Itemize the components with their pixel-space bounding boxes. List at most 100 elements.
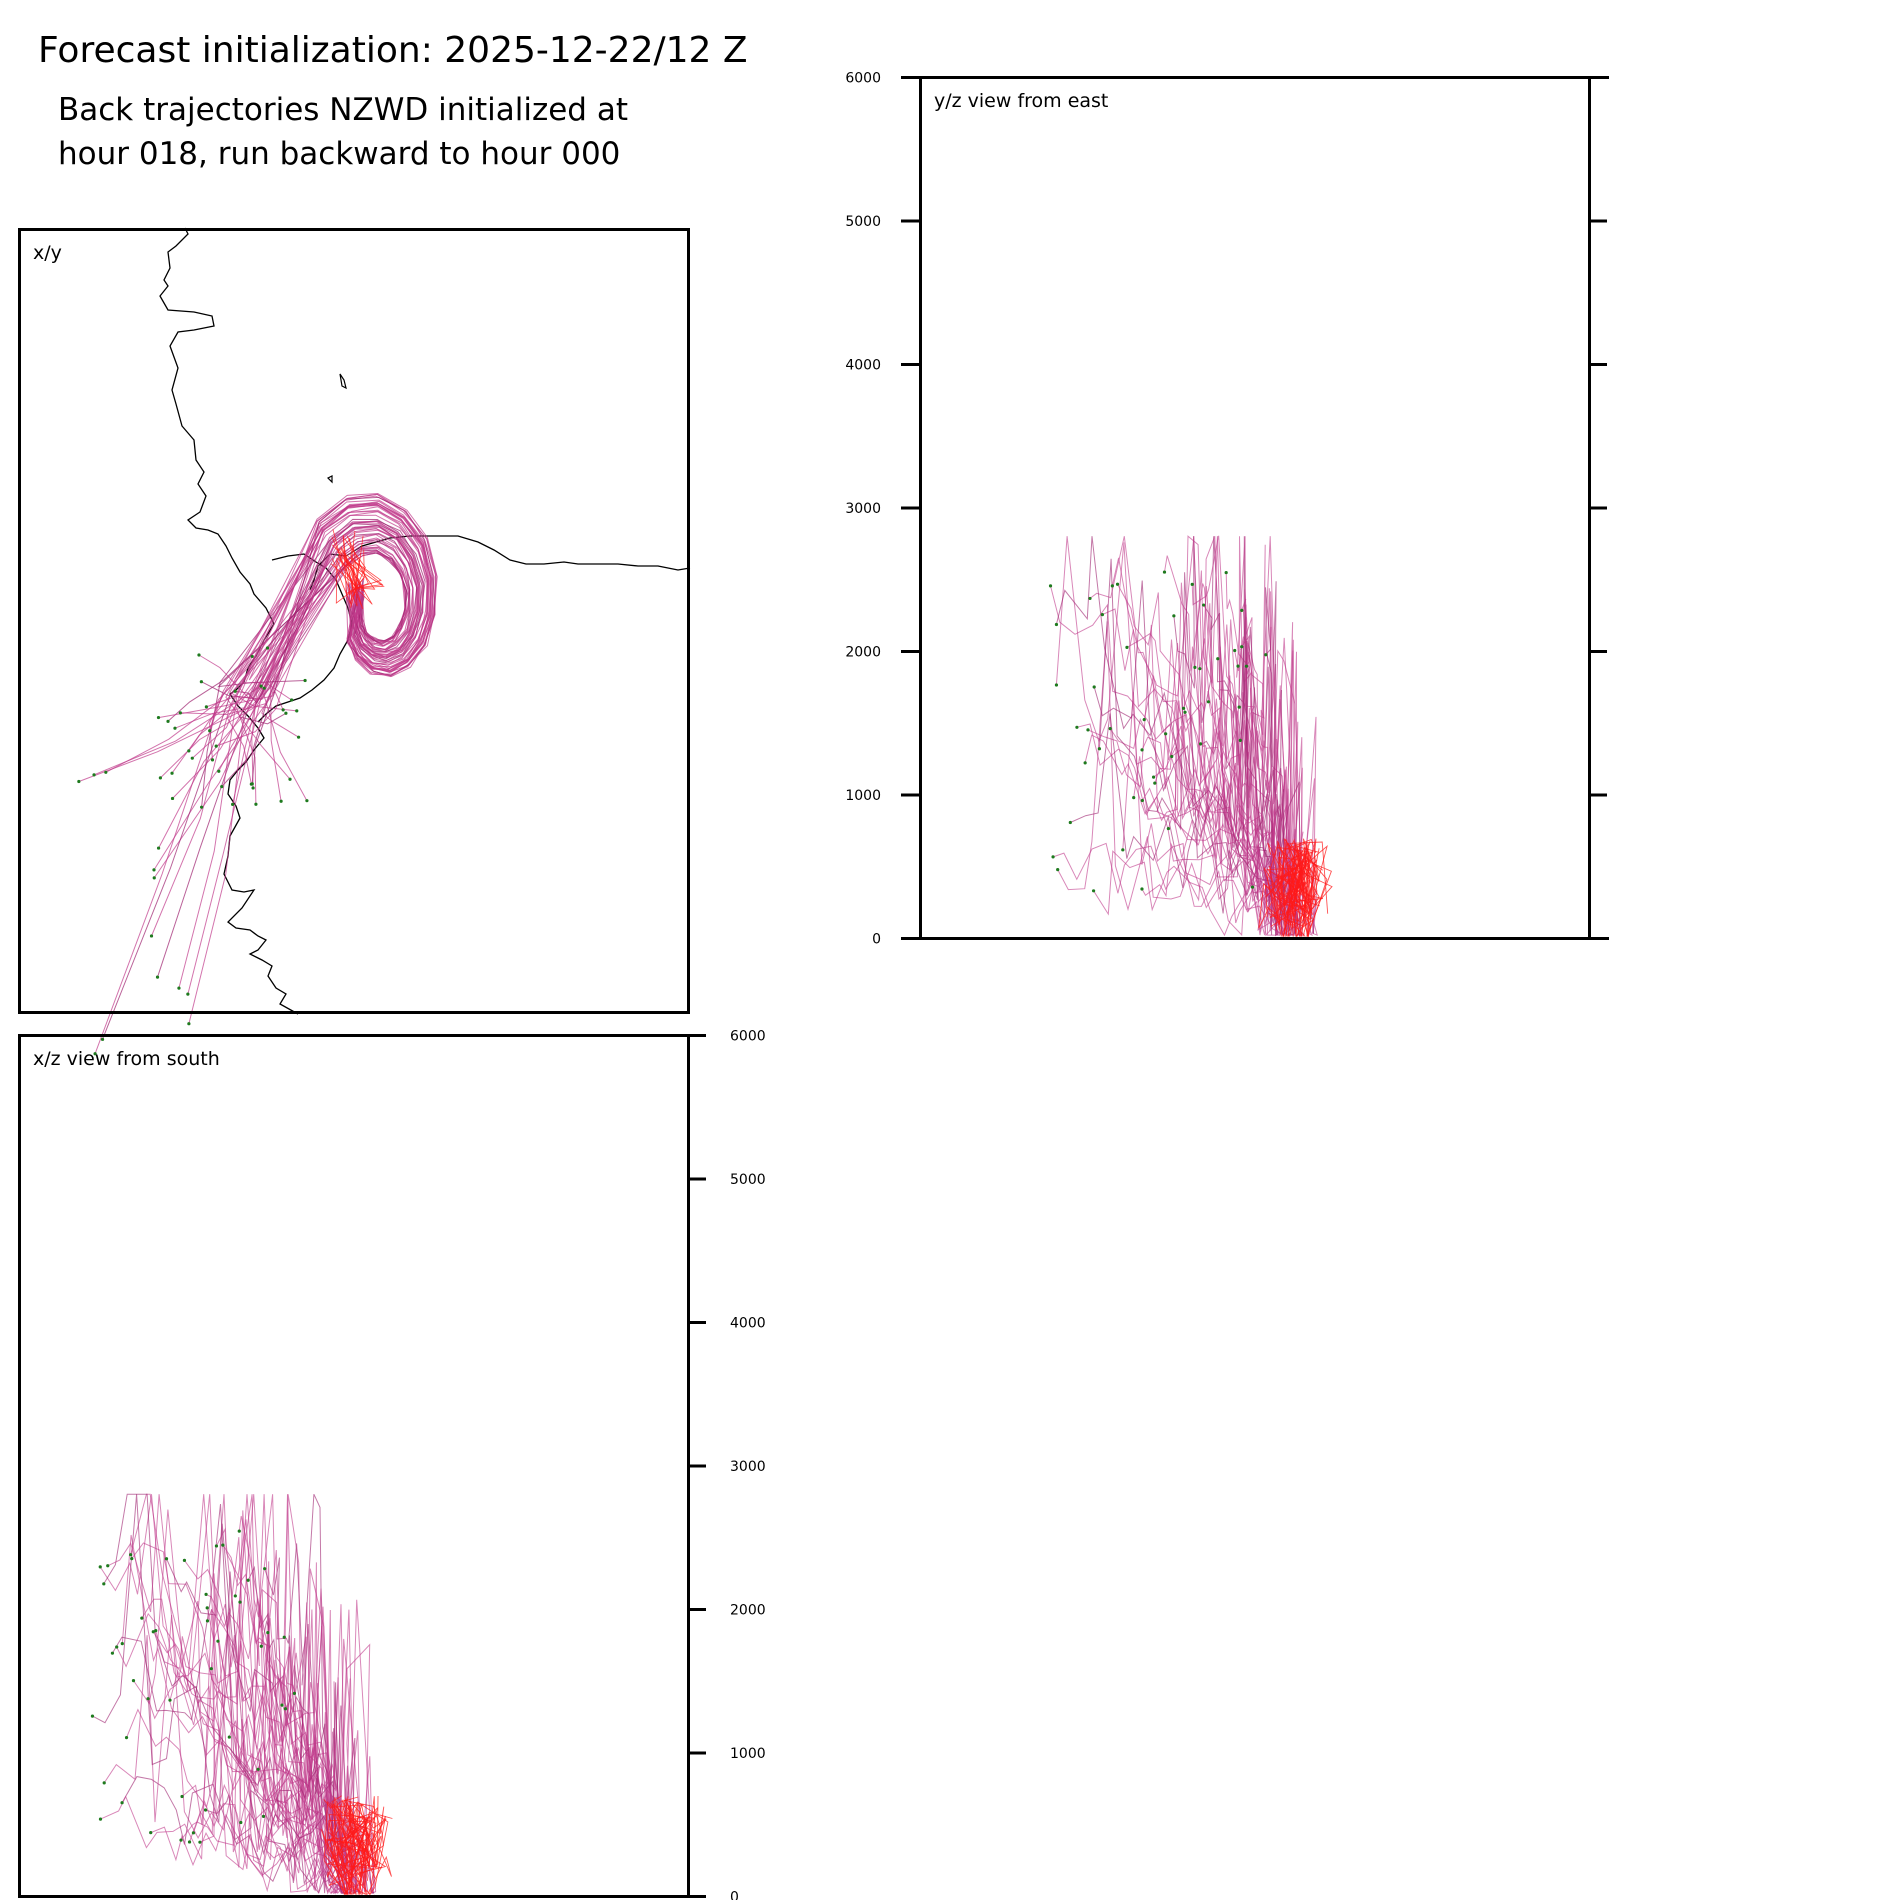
trajectory-endpoint	[191, 1831, 196, 1835]
trajectory-endpoint	[154, 1629, 158, 1633]
xy-endpoint	[158, 776, 162, 780]
trajectory-endpoint	[266, 1630, 270, 1635]
trajectory-endpoint	[140, 1616, 144, 1620]
trajectory-line-recent	[1284, 865, 1315, 937]
xy-trajectory	[167, 549, 409, 722]
xy-endpoint	[156, 846, 161, 850]
trajectory-line	[99, 1494, 341, 1892]
trajectory-endpoint	[233, 1594, 237, 1598]
trajectory-endpoint	[1264, 653, 1268, 657]
trajectory-endpoint	[1115, 582, 1120, 586]
xy-trajectory	[235, 550, 406, 805]
trajectory-line	[222, 1544, 369, 1892]
trajectory-line-recent	[1276, 846, 1314, 937]
trajectory-line-recent	[1290, 848, 1318, 937]
trajectory-line-recent	[1286, 848, 1328, 937]
trajectory-endpoint	[1054, 683, 1059, 687]
trajectory-line-recent	[349, 1800, 387, 1895]
trajectory-endpoint	[1237, 705, 1241, 709]
xy-trajectory-recent	[337, 551, 357, 589]
trajectory-endpoint	[1086, 728, 1090, 732]
yz-plot: 0 1000 2000 3000 4000 5000 6000	[845, 71, 1609, 948]
trajectory-endpoint	[1048, 584, 1053, 588]
trajectory-line	[107, 1494, 348, 1895]
trajectory-endpoint	[1121, 848, 1125, 852]
trajectory-endpoint	[1166, 826, 1171, 831]
trajectory-endpoint	[1162, 570, 1167, 574]
xy-trajectory-recent	[345, 556, 357, 589]
xy-endpoint	[259, 684, 263, 688]
trajectory-endpoint	[1170, 754, 1174, 759]
trajectory-endpoint	[1142, 718, 1146, 722]
trajectory-endpoint	[1110, 584, 1114, 588]
trajectory-endpoint	[1056, 867, 1060, 872]
xy-endpoint	[156, 715, 161, 720]
subtitle-line-2: hour 018, run backward to hour 000	[58, 136, 621, 172]
xy-endpoint	[166, 719, 170, 723]
xy-endpoint	[214, 744, 218, 748]
trajectory-endpoint	[164, 1557, 169, 1561]
xy-trajectory	[94, 502, 432, 1054]
xy-trajectory-recent	[340, 548, 363, 589]
trajectory-endpoint	[205, 1619, 210, 1623]
island-outline	[326, 475, 333, 484]
trajectory-endpoint	[1193, 665, 1197, 669]
trajectory-line-recent	[341, 1799, 361, 1895]
xy-endpoint	[178, 711, 182, 715]
trajectory-endpoint	[106, 1564, 110, 1568]
trajectory-line-recent	[1267, 853, 1291, 937]
trajectory-line	[1055, 536, 1297, 934]
xz-panel-label: x/z view from south	[33, 1048, 220, 1070]
subtitle-line-1: Back trajectories NZWD initialized at	[58, 92, 628, 128]
xy-endpoint	[254, 802, 258, 806]
xy-trajectory-recent	[355, 561, 382, 589]
trajectory-endpoint	[182, 1558, 187, 1562]
xy-endpoint	[265, 646, 270, 650]
trajectory-line	[267, 1494, 357, 1892]
trajectory-endpoint	[90, 1714, 95, 1718]
xy-trajectory	[171, 510, 429, 774]
yz-trajectories	[1050, 535, 1333, 937]
trajectory-endpoint	[187, 1840, 192, 1844]
xy-endpoint	[187, 1022, 191, 1026]
trajectory-endpoint	[1238, 738, 1242, 742]
trajectory-endpoint	[120, 1641, 124, 1646]
trajectory-endpoint	[1132, 796, 1136, 800]
xy-endpoint	[152, 876, 156, 880]
xy-endpoint	[217, 769, 221, 773]
trajectory-endpoint	[205, 1606, 209, 1610]
xz-trajectories	[92, 1493, 393, 1896]
trajectory-line	[1122, 692, 1297, 934]
trajectory-endpoint	[216, 1639, 220, 1643]
trajectory-line-recent	[1291, 846, 1320, 937]
trajectory-endpoint	[239, 1820, 243, 1825]
coastline-segment	[159, 227, 299, 1015]
y-tick-label: 6000	[730, 1029, 766, 1045]
xy-endpoint	[210, 758, 215, 762]
trajectory-endpoint	[259, 1644, 263, 1648]
trajectory-line-recent	[1269, 859, 1308, 937]
xy-endpoint	[152, 868, 156, 872]
trajectory-endpoint	[98, 1565, 102, 1569]
trajectory-line	[1089, 536, 1287, 935]
trajectory-endpoint	[1202, 603, 1206, 607]
xy-endpoint	[204, 705, 208, 709]
xy-trajectory-recent	[332, 558, 357, 605]
yz-endpoints	[1048, 570, 1268, 893]
yz-panel: 0 1000 2000 3000 4000 5000 6000 y/z view from …	[845, 71, 1609, 948]
trajectory-endpoint	[292, 1691, 297, 1696]
trajectory-endpoint	[1100, 613, 1104, 617]
trajectory-endpoint	[246, 1578, 250, 1582]
xy-trajectory	[225, 493, 437, 780]
y-tick-label: 1000	[730, 1746, 766, 1762]
xy-endpoint	[281, 708, 285, 712]
xy-endpoint	[170, 796, 175, 801]
xy-endpoint	[199, 680, 203, 684]
xy-trajectory-recent	[344, 560, 385, 589]
trajectory-endpoint	[1216, 657, 1220, 661]
trajectory-endpoint	[256, 1767, 260, 1771]
trajectory-endpoint	[1240, 645, 1244, 649]
trajectory-line-recent	[357, 1801, 393, 1895]
xy-endpoint	[173, 726, 177, 730]
xz-panel: 0 1000 2000 3000 4000 5000 6000 x/z view from …	[18, 1029, 766, 1900]
